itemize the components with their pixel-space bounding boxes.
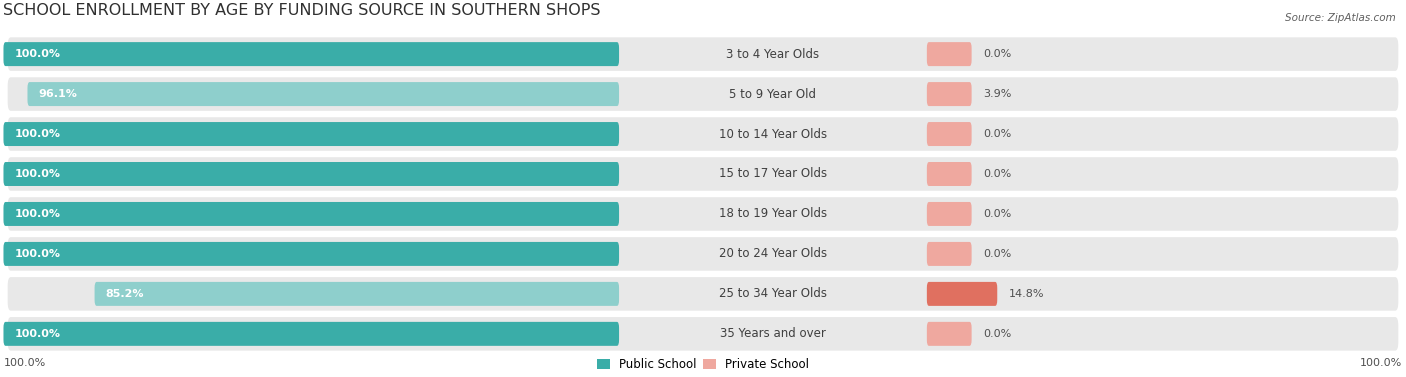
FancyBboxPatch shape [7, 157, 1399, 191]
Text: 5 to 9 Year Old: 5 to 9 Year Old [730, 87, 817, 101]
FancyBboxPatch shape [7, 117, 1399, 151]
Text: 3 to 4 Year Olds: 3 to 4 Year Olds [727, 48, 820, 61]
Text: 100.0%: 100.0% [1360, 358, 1403, 368]
FancyBboxPatch shape [927, 122, 972, 146]
Text: 20 to 24 Year Olds: 20 to 24 Year Olds [718, 247, 827, 261]
Text: 100.0%: 100.0% [14, 49, 60, 59]
Text: 0.0%: 0.0% [983, 49, 1011, 59]
Text: SCHOOL ENROLLMENT BY AGE BY FUNDING SOURCE IN SOUTHERN SHOPS: SCHOOL ENROLLMENT BY AGE BY FUNDING SOUR… [3, 3, 600, 18]
Text: 100.0%: 100.0% [14, 129, 60, 139]
Text: 0.0%: 0.0% [983, 249, 1011, 259]
Text: 0.0%: 0.0% [983, 209, 1011, 219]
Text: 3.9%: 3.9% [983, 89, 1011, 99]
FancyBboxPatch shape [28, 82, 619, 106]
FancyBboxPatch shape [7, 77, 1399, 111]
FancyBboxPatch shape [94, 282, 619, 306]
FancyBboxPatch shape [7, 37, 1399, 71]
FancyBboxPatch shape [3, 122, 619, 146]
FancyBboxPatch shape [927, 322, 972, 346]
Text: 100.0%: 100.0% [14, 209, 60, 219]
FancyBboxPatch shape [3, 162, 619, 186]
Text: 0.0%: 0.0% [983, 169, 1011, 179]
Text: 0.0%: 0.0% [983, 329, 1011, 339]
FancyBboxPatch shape [927, 162, 972, 186]
FancyBboxPatch shape [927, 82, 972, 106]
Text: 14.8%: 14.8% [1008, 289, 1043, 299]
FancyBboxPatch shape [7, 277, 1399, 311]
FancyBboxPatch shape [7, 317, 1399, 351]
Text: 0.0%: 0.0% [983, 129, 1011, 139]
FancyBboxPatch shape [927, 242, 972, 266]
Text: Source: ZipAtlas.com: Source: ZipAtlas.com [1285, 13, 1396, 23]
FancyBboxPatch shape [927, 42, 972, 66]
Text: 10 to 14 Year Olds: 10 to 14 Year Olds [718, 127, 827, 141]
Text: 25 to 34 Year Olds: 25 to 34 Year Olds [718, 287, 827, 300]
Text: 100.0%: 100.0% [14, 329, 60, 339]
Text: 15 to 17 Year Olds: 15 to 17 Year Olds [718, 167, 827, 181]
Text: 96.1%: 96.1% [39, 89, 77, 99]
Text: 85.2%: 85.2% [105, 289, 145, 299]
FancyBboxPatch shape [3, 242, 619, 266]
FancyBboxPatch shape [7, 197, 1399, 231]
Text: 35 Years and over: 35 Years and over [720, 327, 825, 340]
Text: 100.0%: 100.0% [3, 358, 46, 368]
FancyBboxPatch shape [7, 237, 1399, 271]
Text: 18 to 19 Year Olds: 18 to 19 Year Olds [718, 207, 827, 221]
FancyBboxPatch shape [927, 282, 997, 306]
Text: 100.0%: 100.0% [14, 249, 60, 259]
FancyBboxPatch shape [3, 322, 619, 346]
FancyBboxPatch shape [3, 202, 619, 226]
Legend: Public School, Private School: Public School, Private School [592, 353, 814, 376]
FancyBboxPatch shape [927, 202, 972, 226]
Text: 100.0%: 100.0% [14, 169, 60, 179]
FancyBboxPatch shape [3, 42, 619, 66]
